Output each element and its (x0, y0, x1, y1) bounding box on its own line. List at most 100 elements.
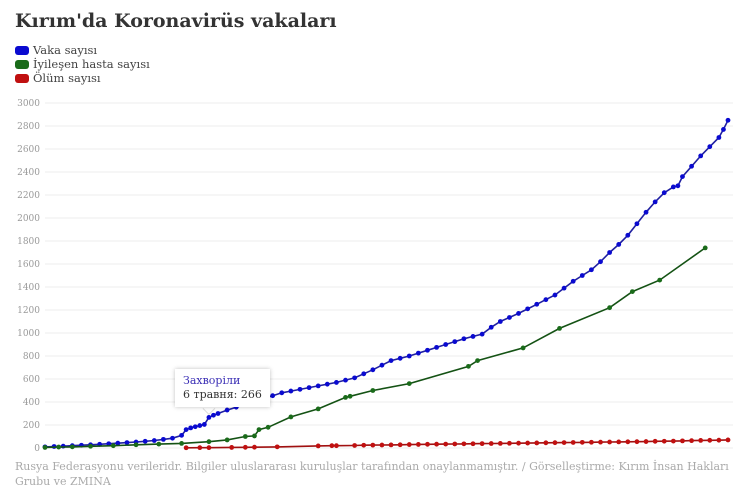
y-tick-label: 1400 (17, 283, 40, 293)
data-point-1 (557, 326, 562, 331)
data-point-0 (188, 425, 194, 431)
y-tick-label: 1800 (17, 237, 40, 247)
data-point-1 (179, 441, 185, 446)
data-point-2 (443, 441, 449, 447)
data-point-0 (479, 331, 485, 337)
data-point-0 (224, 407, 230, 413)
data-point-0 (670, 184, 676, 190)
data-point-0 (689, 163, 694, 169)
data-point-2 (461, 441, 467, 447)
y-tick-label: 0 (34, 444, 40, 454)
data-point-2 (516, 440, 521, 446)
data-point-0 (334, 380, 339, 385)
data-point-1 (607, 305, 613, 311)
legend-swatch-red (15, 73, 29, 83)
data-point-0 (279, 390, 285, 396)
data-point-2 (507, 440, 512, 446)
data-point-2 (434, 441, 439, 447)
legend-swatch-blue (15, 45, 29, 55)
data-point-2 (625, 439, 631, 445)
data-point-2 (497, 441, 503, 446)
data-point-1 (347, 393, 353, 399)
data-point-0 (661, 190, 667, 196)
data-point-2 (643, 439, 649, 444)
data-point-0 (179, 432, 185, 438)
data-point-1 (133, 442, 139, 448)
y-tick-label: 2200 (17, 191, 40, 201)
data-point-0 (680, 174, 685, 180)
data-point-0 (425, 347, 430, 353)
data-point-1 (69, 444, 75, 450)
data-point-2 (470, 441, 476, 447)
tooltip: Захворіли 6 травня: 266 (175, 369, 270, 407)
data-point-2 (252, 444, 257, 450)
data-point-0 (197, 423, 203, 428)
data-point-1 (256, 427, 262, 432)
data-point-0 (725, 117, 731, 123)
data-point-2 (406, 442, 412, 447)
tooltip-pointer (202, 408, 216, 416)
data-point-0 (306, 385, 312, 391)
series-line-1 (44, 247, 706, 449)
data-point-1 (206, 439, 212, 445)
tooltip-title: Захворіли (183, 374, 241, 387)
data-point-0 (388, 358, 394, 363)
data-point-0 (324, 381, 330, 387)
data-point-0 (552, 292, 558, 298)
data-point-2 (425, 441, 430, 447)
data-point-0 (707, 144, 713, 150)
source-note: Rusya Federasyonu verileridr. Bilgiler u… (15, 460, 729, 488)
y-tick-label: 2800 (17, 122, 40, 132)
data-point-0 (607, 250, 613, 255)
data-point-0 (142, 438, 148, 444)
data-point-0 (115, 440, 121, 446)
data-point-0 (192, 424, 198, 430)
legend: Vaka sayısı İyileşen hasta sayısı Ölüm s… (15, 43, 150, 85)
data-point-0 (415, 350, 421, 356)
y-tick-label: 1600 (17, 260, 40, 270)
y-tick-label: 800 (23, 352, 40, 362)
data-point-2 (552, 440, 558, 446)
data-point-2 (370, 442, 376, 448)
data-point-0 (643, 209, 649, 215)
data-point-2 (415, 442, 421, 447)
data-point-0 (183, 427, 189, 432)
data-point-2 (334, 443, 339, 449)
data-point-1 (520, 345, 526, 351)
data-point-1 (42, 445, 48, 450)
data-point-0 (397, 355, 403, 361)
legend-item-deaths[interactable]: Ölüm sayısı (15, 71, 150, 85)
data-point-2 (242, 444, 248, 450)
data-point-0 (151, 438, 157, 443)
data-point-2 (206, 445, 212, 451)
data-point-0 (297, 386, 303, 392)
data-point-2 (652, 438, 658, 444)
data-point-0 (716, 135, 722, 140)
y-tick-label: 2600 (17, 145, 40, 155)
data-point-1 (224, 437, 230, 443)
data-point-0 (579, 273, 585, 278)
data-point-0 (170, 435, 175, 441)
legend-item-recovered[interactable]: İyileşen hasta sayısı (15, 57, 150, 71)
y-tick-label: 400 (23, 398, 40, 408)
data-point-2 (452, 441, 458, 447)
data-point-2 (561, 440, 567, 445)
data-point-2 (352, 443, 358, 448)
data-point-0 (507, 315, 512, 320)
data-point-0 (561, 285, 567, 291)
data-point-0 (534, 301, 540, 307)
data-point-0 (443, 342, 449, 347)
data-point-2 (274, 444, 280, 450)
data-point-0 (206, 415, 212, 420)
data-point-0 (124, 440, 130, 445)
y-tick-label: 2000 (17, 214, 40, 224)
data-point-2 (229, 445, 235, 450)
y-tick-label: 2400 (17, 168, 40, 178)
legend-item-cases[interactable]: Vaka sayısı (15, 43, 150, 57)
data-point-1 (252, 433, 257, 439)
data-point-0 (652, 199, 658, 205)
data-point-0 (270, 393, 276, 399)
data-point-2 (707, 437, 713, 443)
data-point-2 (488, 441, 494, 446)
data-point-2 (716, 437, 722, 443)
